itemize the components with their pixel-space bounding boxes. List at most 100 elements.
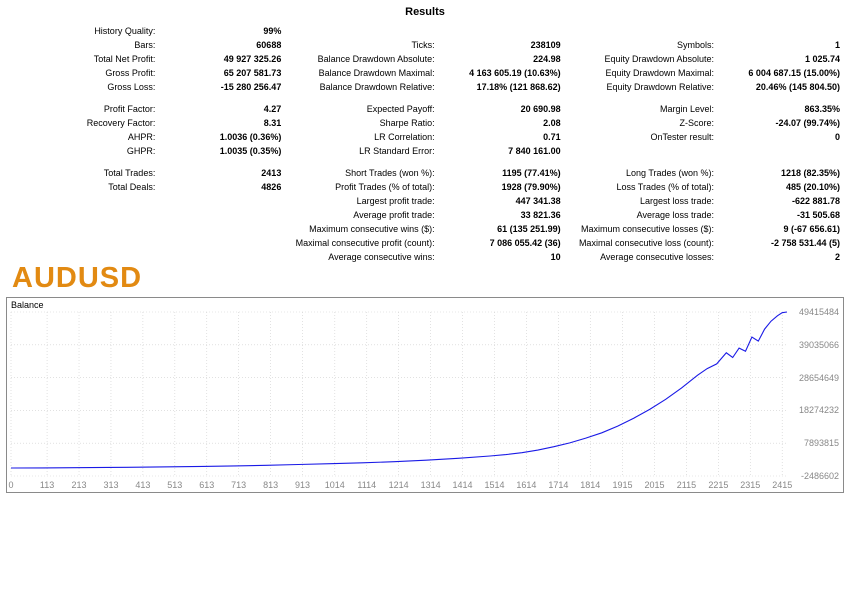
stat-value: -24.07 (99.74%) bbox=[720, 116, 840, 130]
stat-value: 6 004 687.15 (15.00%) bbox=[720, 66, 840, 80]
stat-cell: Total Net Profit:49 927 325.26 bbox=[10, 52, 281, 66]
stat-label: Average consecutive losses: bbox=[569, 250, 720, 264]
stat-label: Maximal consecutive profit (count): bbox=[289, 236, 440, 250]
stat-label: Average profit trade: bbox=[289, 208, 440, 222]
stat-cell: Average consecutive wins:10 bbox=[289, 250, 560, 264]
x-tick-label: 213 bbox=[72, 480, 87, 490]
stat-cell bbox=[10, 194, 281, 208]
stat-value: 485 (20.10%) bbox=[720, 180, 840, 194]
stat-cell: Long Trades (won %):1218 (82.35%) bbox=[569, 166, 840, 180]
stat-label: Symbols: bbox=[569, 38, 720, 52]
y-tick-label: 18274232 bbox=[799, 405, 839, 415]
stat-label: History Quality: bbox=[10, 24, 161, 38]
y-tick-label: 7893815 bbox=[804, 438, 839, 448]
stat-label: Gross Profit: bbox=[10, 66, 161, 80]
stat-label: Maximal consecutive loss (count): bbox=[569, 236, 720, 250]
stat-value: 1928 (79.90%) bbox=[441, 180, 561, 194]
stat-label: Balance Drawdown Relative: bbox=[289, 80, 440, 94]
stat-value: 2 bbox=[720, 250, 840, 264]
y-tick-label: 49415484 bbox=[799, 307, 839, 317]
stat-cell: AHPR:1.0036 (0.36%) bbox=[10, 130, 281, 144]
stat-cell: Recovery Factor:8.31 bbox=[10, 116, 281, 130]
stats-grid: History Quality:99%Bars:60688 Ticks:23810… bbox=[10, 24, 840, 264]
stat-cell: LR Standard Error:7 840 161.00 bbox=[289, 144, 560, 158]
stat-cell: Total Trades:2413 bbox=[10, 166, 281, 180]
stat-cell: Balance Drawdown Relative:17.18% (121 86… bbox=[289, 80, 560, 94]
stat-value: 61 (135 251.99) bbox=[441, 222, 561, 236]
balance-line bbox=[11, 312, 787, 468]
stat-cell: OnTester result:0 bbox=[569, 130, 840, 144]
stat-cell: Profit Trades (% of total):1928 (79.90%) bbox=[289, 180, 560, 194]
stat-value: 49 927 325.26 bbox=[161, 52, 281, 66]
x-tick-label: 913 bbox=[295, 480, 310, 490]
stat-value: 2.08 bbox=[441, 116, 561, 130]
x-tick-label: 813 bbox=[263, 480, 278, 490]
x-tick-label: 1614 bbox=[516, 480, 536, 490]
stat-value: 1.0035 (0.35%) bbox=[161, 144, 281, 158]
stat-cell: Margin Level:863.35% bbox=[569, 102, 840, 116]
stat-cell: Equity Drawdown Maximal:6 004 687.15 (15… bbox=[569, 66, 840, 80]
stat-value: 224.98 bbox=[441, 52, 561, 66]
stat-value: 99% bbox=[161, 24, 281, 38]
stat-value: -2 758 531.44 (5) bbox=[720, 236, 840, 250]
stat-cell: Largest profit trade:447 341.38 bbox=[289, 194, 560, 208]
chart-title: Balance bbox=[11, 300, 44, 310]
stat-cell: Bars:60688 bbox=[10, 38, 281, 52]
stat-value: 10 bbox=[441, 250, 561, 264]
y-tick-label: 28654649 bbox=[799, 373, 839, 383]
x-tick-label: 2215 bbox=[708, 480, 728, 490]
symbol-label: AUDUSD bbox=[12, 262, 840, 295]
stat-value: 238109 bbox=[441, 38, 561, 52]
x-tick-label: 713 bbox=[231, 480, 246, 490]
stat-cell: Loss Trades (% of total):485 (20.10%) bbox=[569, 180, 840, 194]
x-tick-label: 2315 bbox=[740, 480, 760, 490]
stat-label: AHPR: bbox=[10, 130, 161, 144]
stat-label: Balance Drawdown Maximal: bbox=[289, 66, 440, 80]
stat-cell: Largest loss trade:-622 881.78 bbox=[569, 194, 840, 208]
x-tick-label: 1414 bbox=[453, 480, 473, 490]
stat-label: Maximum consecutive losses ($): bbox=[569, 222, 720, 236]
stat-cell bbox=[10, 208, 281, 222]
stat-label: Total Deals: bbox=[10, 180, 161, 194]
stat-value: 2413 bbox=[161, 166, 281, 180]
x-tick-label: 1114 bbox=[357, 480, 376, 490]
stat-cell: Gross Loss:-15 280 256.47 bbox=[10, 80, 281, 94]
stat-cell bbox=[569, 144, 840, 158]
stat-value: 33 821.36 bbox=[441, 208, 561, 222]
stat-label: Margin Level: bbox=[569, 102, 720, 116]
stat-value: 4.27 bbox=[161, 102, 281, 116]
stat-label: Loss Trades (% of total): bbox=[569, 180, 720, 194]
stat-label: Bars: bbox=[10, 38, 161, 52]
stat-cell: Equity Drawdown Relative:20.46% (145 804… bbox=[569, 80, 840, 94]
stat-cell: Profit Factor:4.27 bbox=[10, 102, 281, 116]
page-title: Results bbox=[10, 6, 840, 18]
stat-cell: Maximum consecutive losses ($):9 (-67 65… bbox=[569, 222, 840, 236]
x-tick-label: 1714 bbox=[548, 480, 568, 490]
stat-value: 1195 (77.41%) bbox=[441, 166, 561, 180]
stat-label: Average loss trade: bbox=[569, 208, 720, 222]
stat-cell: Maximum consecutive wins ($):61 (135 251… bbox=[289, 222, 560, 236]
stat-label: Z-Score: bbox=[569, 116, 720, 130]
x-tick-label: 0 bbox=[8, 480, 13, 490]
stat-cell bbox=[10, 236, 281, 250]
stat-cell: Total Deals:4826 bbox=[10, 180, 281, 194]
stat-value: 7 086 055.42 (36) bbox=[441, 236, 561, 250]
stat-cell: LR Correlation:0.71 bbox=[289, 130, 560, 144]
stat-cell: History Quality:99% bbox=[10, 24, 281, 38]
stat-value: 20 690.98 bbox=[441, 102, 561, 116]
stat-label: Expected Payoff: bbox=[289, 102, 440, 116]
stat-label: LR Standard Error: bbox=[289, 144, 440, 158]
stat-label: Sharpe Ratio: bbox=[289, 116, 440, 130]
stat-cell: Ticks:238109 bbox=[289, 38, 560, 52]
stat-cell: Balance Drawdown Maximal:4 163 605.19 (1… bbox=[289, 66, 560, 80]
stat-cell: Maximal consecutive profit (count):7 086… bbox=[289, 236, 560, 250]
stat-cell: Maximal consecutive loss (count):-2 758 … bbox=[569, 236, 840, 250]
stat-label: Gross Loss: bbox=[10, 80, 161, 94]
stat-cell: Average consecutive losses:2 bbox=[569, 250, 840, 264]
stat-value: 1 bbox=[720, 38, 840, 52]
x-tick-label: 2415 bbox=[772, 480, 792, 490]
stat-cell: Z-Score:-24.07 (99.74%) bbox=[569, 116, 840, 130]
stat-value: 0 bbox=[720, 130, 840, 144]
stat-label: Profit Trades (% of total): bbox=[289, 180, 440, 194]
x-tick-label: 1314 bbox=[421, 480, 441, 490]
